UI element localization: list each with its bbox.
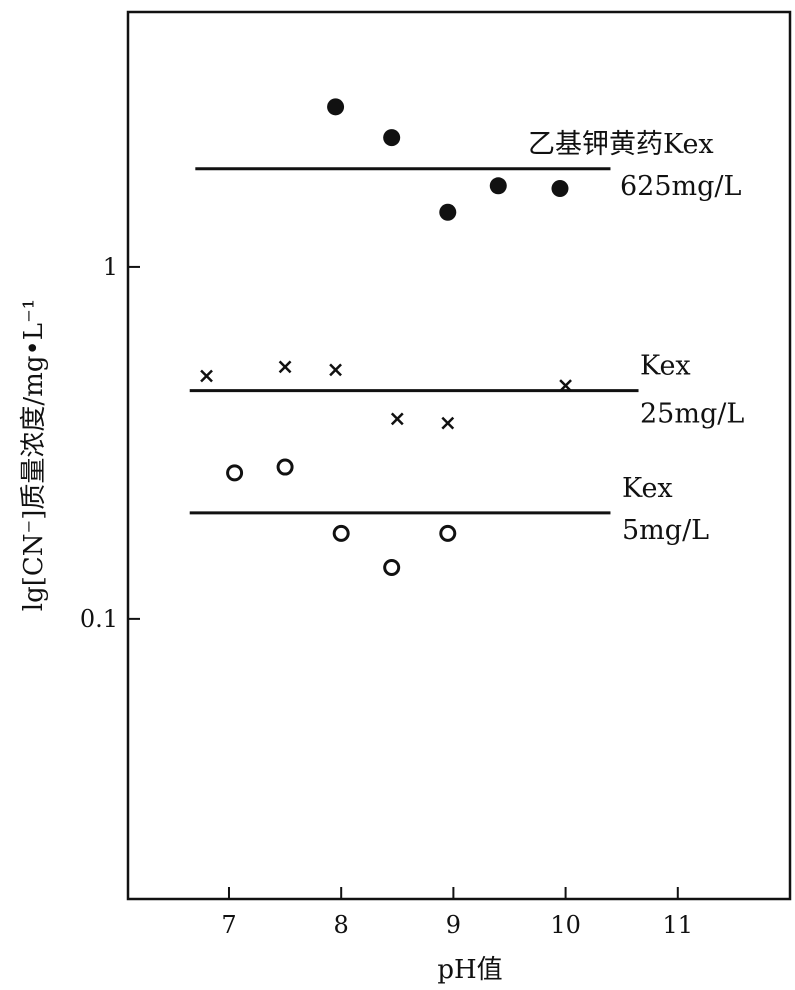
- x-tick-label: 9: [446, 911, 461, 939]
- series-label-name: Kex: [640, 351, 691, 382]
- y-tick-label: 0.1: [80, 605, 118, 633]
- data-point-open-circle: [276, 458, 294, 476]
- x-tick-label: 8: [334, 911, 349, 939]
- data-point-cross: [559, 379, 572, 392]
- series-label-concentration: 5mg/L: [622, 515, 709, 546]
- data-point-cross: [441, 416, 455, 430]
- data-point-filled-circle: [551, 180, 569, 198]
- data-point-open-circle: [226, 464, 244, 482]
- x-tick-label: 7: [221, 911, 236, 939]
- series-label-concentration: 625mg/L: [620, 171, 742, 202]
- data-point-cross: [329, 363, 342, 377]
- x-tick-label: 10: [550, 911, 581, 939]
- data-point-filled-circle: [383, 129, 401, 147]
- data-point-cross: [278, 360, 292, 374]
- plot-frame: [126, 10, 792, 901]
- data-point-cross: [390, 412, 404, 426]
- data-point-filled-circle: [489, 177, 507, 195]
- data-point-filled-circle: [439, 203, 457, 221]
- x-tick-label: 11: [663, 911, 694, 939]
- series-label-name: Kex: [622, 473, 673, 504]
- data-point-filled-circle: [327, 98, 345, 116]
- y-axis-title: lg[CN⁻]质量浓度/mg•L⁻¹: [19, 299, 49, 611]
- data-point-open-circle: [383, 558, 401, 576]
- series-label-concentration: 25mg/L: [640, 399, 744, 430]
- data-point-open-circle: [439, 524, 457, 542]
- x-axis-title: pH值: [437, 955, 502, 985]
- data-point-open-circle: [332, 524, 350, 542]
- y-tick-label: 1: [103, 253, 118, 281]
- data-point-cross: [200, 369, 213, 383]
- series-label-name: 乙基钾黄药Kex: [528, 129, 714, 160]
